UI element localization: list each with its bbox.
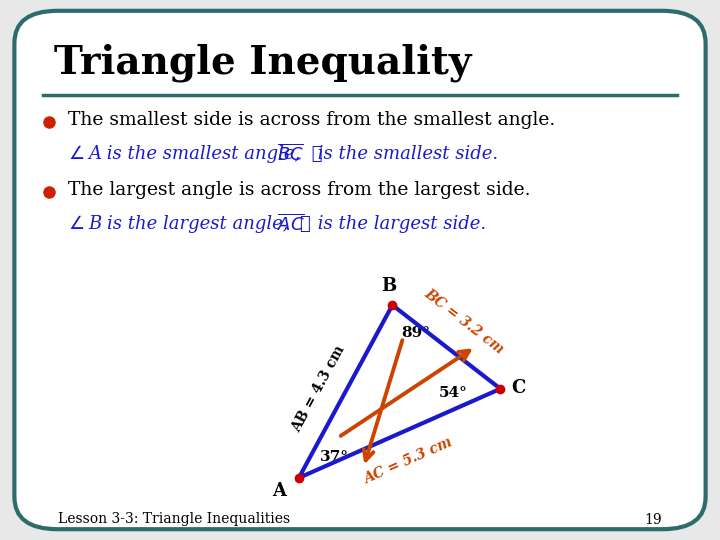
Text: Lesson 3-3: Triangle Inequalities: Lesson 3-3: Triangle Inequalities <box>58 512 289 526</box>
Text: B: B <box>381 278 397 295</box>
Text: $\overline{AC}$: $\overline{AC}$ <box>277 214 305 234</box>
Text: is the smallest side.: is the smallest side. <box>312 145 498 163</box>
Text: C: C <box>511 379 526 397</box>
Text: 54°: 54° <box>439 386 468 400</box>
Text: The largest angle is across from the largest side.: The largest angle is across from the lar… <box>68 181 531 199</box>
Text: BC = 3.2 cm: BC = 3.2 cm <box>422 286 507 356</box>
Text: A: A <box>272 482 286 500</box>
Text: $\angle$: $\angle$ <box>68 215 84 233</box>
Text: $\angle$: $\angle$ <box>68 145 84 163</box>
Text: The smallest side is across from the smallest angle.: The smallest side is across from the sma… <box>68 111 556 129</box>
Text: $\overline{BC}$: $\overline{BC}$ <box>277 144 304 164</box>
Text: Triangle Inequality: Triangle Inequality <box>54 43 472 82</box>
Text: 19: 19 <box>645 512 662 526</box>
Text: AC = 5.3 cm: AC = 5.3 cm <box>362 436 454 487</box>
Text: is the largest side.: is the largest side. <box>312 215 486 233</box>
Text: 89°: 89° <box>401 326 430 340</box>
Text: AB = 4.3 cm: AB = 4.3 cm <box>289 343 347 435</box>
Text: B is the largest angle,  ∴: B is the largest angle, ∴ <box>89 215 323 233</box>
Text: 37°: 37° <box>320 450 349 464</box>
Text: A is the smallest angle,  ∴: A is the smallest angle, ∴ <box>89 145 335 163</box>
